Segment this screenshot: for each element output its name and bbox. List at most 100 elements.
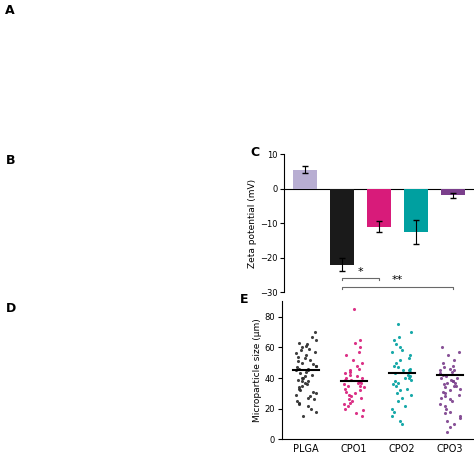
Point: [392, 359, 400, 366]
Point: [388, 413, 396, 420]
Point: [397, 356, 404, 363]
Point: [388, 348, 395, 356]
Point: [342, 405, 349, 412]
Point: [396, 344, 404, 351]
Point: [407, 368, 414, 376]
Point: [301, 354, 309, 361]
Point: [449, 377, 456, 385]
Point: [444, 352, 451, 359]
Point: [308, 333, 316, 340]
Point: [448, 368, 456, 376]
Point: [346, 367, 354, 374]
Point: [439, 359, 447, 366]
Point: [304, 402, 312, 409]
Point: [441, 381, 448, 388]
Point: [307, 405, 315, 412]
Point: [304, 394, 312, 401]
Point: [341, 376, 349, 383]
Point: [341, 400, 348, 408]
Point: [392, 341, 400, 348]
Point: [353, 362, 361, 369]
Point: [397, 417, 404, 424]
Point: [399, 367, 407, 374]
Point: [396, 387, 404, 394]
Point: [450, 420, 458, 428]
Point: [309, 388, 317, 395]
Point: [447, 376, 455, 383]
Point: [406, 373, 414, 380]
Text: D: D: [5, 302, 16, 315]
Point: [389, 381, 397, 388]
Point: [443, 417, 451, 424]
Point: [306, 356, 314, 363]
Text: B: B: [5, 154, 15, 167]
Point: [347, 376, 355, 383]
Point: [441, 410, 448, 417]
Point: [394, 321, 402, 328]
Text: *: *: [358, 267, 364, 277]
Point: [356, 382, 364, 389]
Point: [312, 336, 320, 343]
Point: [450, 356, 458, 363]
Point: [351, 390, 359, 397]
Point: [302, 352, 310, 359]
Point: [298, 382, 306, 389]
Point: [405, 374, 412, 381]
Point: [310, 396, 318, 403]
Point: [296, 387, 304, 394]
Point: [303, 342, 310, 349]
Point: [358, 413, 366, 420]
Point: [306, 345, 313, 352]
Point: [305, 377, 312, 385]
Point: [311, 328, 319, 336]
Point: [401, 374, 409, 381]
Point: [408, 328, 415, 336]
Point: [442, 373, 450, 380]
Point: [343, 388, 350, 395]
Point: [437, 394, 444, 401]
Point: [301, 379, 309, 386]
Point: [395, 333, 402, 340]
Point: [312, 390, 320, 397]
Point: [355, 379, 362, 386]
Point: [438, 344, 446, 351]
Point: [356, 336, 364, 343]
Point: [448, 397, 456, 405]
Point: [358, 374, 365, 381]
Point: [296, 384, 303, 391]
Point: [405, 367, 412, 374]
Point: [348, 397, 356, 405]
Point: [436, 367, 444, 374]
Text: E: E: [240, 293, 248, 306]
Point: [346, 396, 353, 403]
Point: [456, 385, 464, 392]
Point: [301, 373, 309, 380]
Point: [390, 336, 398, 343]
Point: [357, 379, 365, 386]
Point: [312, 362, 319, 369]
Point: [357, 394, 365, 401]
Point: [441, 384, 448, 391]
Point: [293, 397, 301, 405]
Point: [296, 370, 303, 377]
Point: [304, 367, 312, 374]
Point: [405, 371, 412, 379]
Point: [346, 371, 354, 379]
Point: [342, 352, 350, 359]
Y-axis label: Zeta potential (mV): Zeta potential (mV): [248, 178, 257, 268]
Point: [312, 362, 319, 369]
Point: [399, 347, 406, 354]
Point: [347, 393, 355, 400]
Bar: [441, 188, 465, 196]
Point: [438, 374, 445, 381]
Point: [361, 384, 368, 391]
Point: [298, 377, 305, 385]
Point: [450, 367, 457, 374]
Point: [392, 382, 400, 389]
Point: [352, 410, 360, 417]
Point: [350, 305, 358, 313]
Point: [295, 399, 302, 406]
Point: [456, 414, 464, 422]
Point: [312, 408, 319, 415]
Point: [295, 400, 302, 408]
